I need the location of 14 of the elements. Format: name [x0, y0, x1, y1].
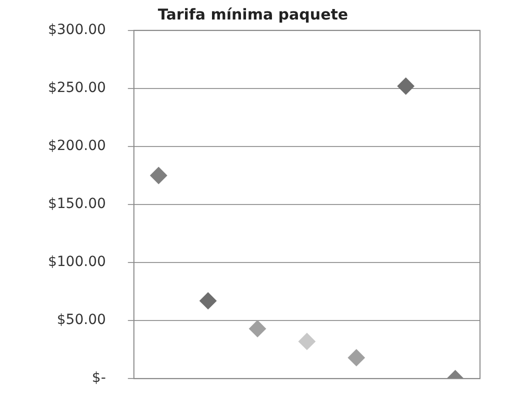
point [249, 320, 266, 338]
point [348, 349, 365, 366]
point [150, 166, 168, 184]
y-tick-label: $300.00 [48, 22, 106, 38]
chart-title: Tarifa mínima paquete [158, 5, 348, 24]
point [397, 78, 414, 95]
y-tick-label: $100.00 [48, 254, 106, 270]
y-tick-label: $50.00 [56, 312, 106, 328]
y-tick-label: $150.00 [48, 196, 106, 212]
y-tick-label: $200.00 [48, 138, 106, 154]
point [200, 292, 217, 310]
y-tick-label: $250.00 [48, 80, 106, 96]
point [298, 332, 316, 350]
y-tick-label: $- [92, 370, 106, 386]
